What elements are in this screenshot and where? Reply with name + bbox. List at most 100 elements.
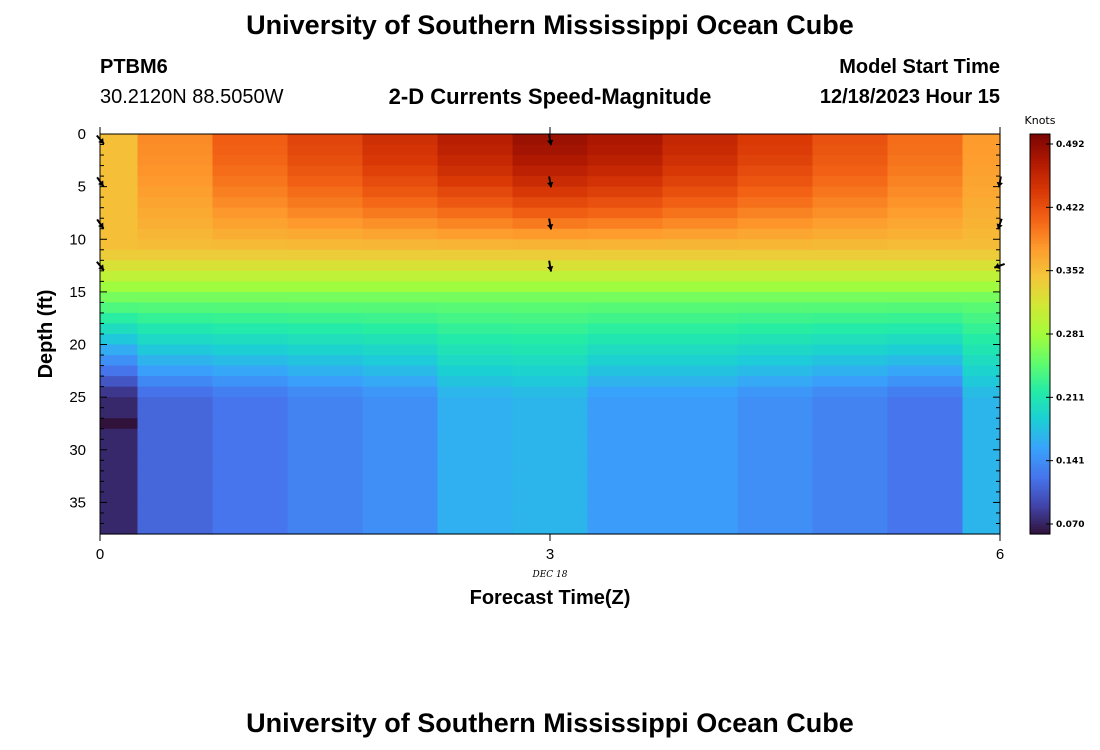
colorbar-segment xyxy=(1030,191,1050,195)
heatmap-cell xyxy=(437,523,514,535)
heatmap-cell xyxy=(887,470,964,482)
colorbar-segment xyxy=(1030,271,1050,275)
heatmap-cell xyxy=(737,460,814,472)
heatmap-cell xyxy=(437,207,514,219)
heatmap-cell xyxy=(137,144,214,156)
heatmap-cell xyxy=(587,186,664,198)
colorbar-segment xyxy=(1030,269,1050,273)
heatmap-cell xyxy=(812,439,889,451)
heatmap-cell xyxy=(812,144,889,156)
y-tick-label: 10 xyxy=(69,231,86,248)
heatmap-cell xyxy=(437,323,514,335)
heatmap-cell xyxy=(362,491,439,504)
heatmap-cell xyxy=(812,418,889,430)
heatmap-cell xyxy=(512,439,589,451)
colorbar-segment xyxy=(1030,531,1050,535)
heatmap-cell xyxy=(287,470,364,482)
heatmap-cell xyxy=(737,270,814,282)
heatmap-cell xyxy=(212,397,289,409)
colorbar-segment xyxy=(1030,356,1050,360)
heatmap-cell xyxy=(287,260,364,272)
heatmap-cell xyxy=(212,355,289,367)
heatmap-cell xyxy=(212,502,289,514)
heatmap-cell xyxy=(362,397,439,409)
heatmap-cell xyxy=(137,155,214,167)
heatmap-cell xyxy=(587,491,664,504)
heatmap-cell xyxy=(137,186,214,198)
colorbar-segment xyxy=(1030,219,1050,223)
heatmap-cell xyxy=(100,407,139,419)
heatmap-cell xyxy=(512,270,589,282)
heatmap-cell xyxy=(212,291,289,304)
colorbar-segment xyxy=(1030,316,1050,320)
heatmap-cell xyxy=(887,428,964,440)
heatmap-cell xyxy=(587,207,664,219)
heatmap-cell xyxy=(737,523,814,535)
heatmap-cell xyxy=(212,334,289,346)
heatmap-cell xyxy=(137,312,214,325)
colorbar-segment xyxy=(1030,514,1050,518)
heatmap-cell xyxy=(437,376,514,388)
colorbar-segment xyxy=(1030,161,1050,165)
heatmap-cell xyxy=(587,449,664,461)
heatmap-cell xyxy=(662,386,739,398)
heatmap-cell xyxy=(362,228,439,240)
heatmap-cell xyxy=(887,302,964,314)
colorbar-segment xyxy=(1030,406,1050,410)
heatmap-cell xyxy=(100,165,139,177)
heatmap-cell xyxy=(137,334,214,346)
heatmap-cell xyxy=(362,249,439,261)
model-start-label: Model Start Time xyxy=(839,56,1000,78)
heatmap-cell xyxy=(887,291,964,304)
heatmap-cell xyxy=(962,281,1001,293)
heatmap-cell xyxy=(662,512,739,525)
heatmap-cell xyxy=(887,386,964,398)
heatmap-cell xyxy=(287,502,364,514)
colorbar-segment xyxy=(1030,314,1050,318)
heatmap-cell xyxy=(962,134,1001,146)
heatmap-cell xyxy=(137,270,214,282)
heatmap-cell xyxy=(662,228,739,240)
colorbar-segment xyxy=(1030,289,1050,293)
colorbar-segment xyxy=(1030,431,1050,435)
heatmap-cell xyxy=(737,249,814,261)
heatmap-cell xyxy=(587,176,664,188)
heatmap-cell xyxy=(812,407,889,419)
heatmap-cell xyxy=(737,481,814,493)
colorbar-segment xyxy=(1030,136,1050,140)
heatmap-cell xyxy=(662,439,739,451)
heatmap-cell xyxy=(587,302,664,314)
colorbar-segment xyxy=(1030,456,1050,460)
heatmap-cell xyxy=(662,176,739,188)
heatmap-cell xyxy=(437,470,514,482)
colorbar-segment xyxy=(1030,399,1050,403)
heatmap-cell xyxy=(287,491,364,504)
heatmap-cell xyxy=(962,144,1001,156)
colorbar-segment xyxy=(1030,286,1050,290)
colorbar-segment xyxy=(1030,206,1050,210)
colorbar-segment xyxy=(1030,331,1050,335)
heatmap-cell xyxy=(737,334,814,346)
colorbar-segment xyxy=(1030,241,1050,245)
colorbar-segment xyxy=(1030,179,1050,183)
heatmap-cell xyxy=(737,186,814,198)
heatmap-cell xyxy=(137,134,214,146)
heatmap-cell xyxy=(362,344,439,356)
heatmap-cell xyxy=(212,439,289,451)
colorbar-tick-label: 0.492 xyxy=(1056,140,1084,150)
heatmap-cell xyxy=(362,281,439,293)
heatmap-cell xyxy=(962,334,1001,346)
heatmap-cell xyxy=(137,407,214,419)
current-vector-arrowhead xyxy=(97,222,104,229)
heatmap-cell xyxy=(512,376,589,388)
heatmap-cell xyxy=(662,134,739,146)
heatmap-cell xyxy=(137,323,214,335)
colorbar-segment xyxy=(1030,266,1050,270)
heatmap-cell xyxy=(212,239,289,251)
heatmap-cell xyxy=(887,376,964,388)
heatmap-cell xyxy=(512,207,589,219)
heatmap-cell xyxy=(587,355,664,367)
heatmap-cell xyxy=(437,460,514,472)
heatmap-cell xyxy=(212,302,289,314)
